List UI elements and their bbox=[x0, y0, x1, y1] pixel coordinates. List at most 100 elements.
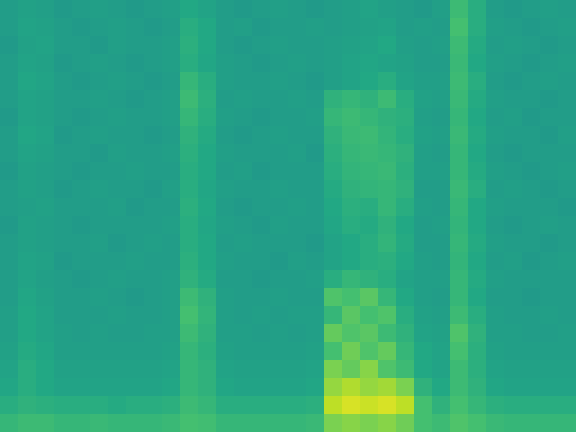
cell bbox=[144, 342, 163, 361]
cell bbox=[378, 360, 397, 379]
cell bbox=[234, 396, 253, 415]
cell bbox=[468, 36, 487, 55]
cell bbox=[468, 144, 487, 163]
cell bbox=[378, 396, 397, 415]
cell bbox=[324, 126, 343, 145]
cell bbox=[234, 180, 253, 199]
cell bbox=[180, 54, 199, 73]
cell bbox=[180, 90, 199, 109]
cell bbox=[558, 288, 576, 307]
cell bbox=[72, 216, 91, 235]
cell bbox=[18, 72, 37, 91]
cell bbox=[108, 378, 127, 397]
cell bbox=[378, 378, 397, 397]
cell bbox=[432, 54, 451, 73]
cell bbox=[198, 270, 217, 289]
cell bbox=[558, 252, 576, 271]
cell bbox=[252, 306, 271, 325]
cell bbox=[0, 36, 19, 55]
cell bbox=[306, 198, 325, 217]
cell bbox=[180, 0, 199, 19]
cell bbox=[216, 396, 235, 415]
cell bbox=[216, 0, 235, 19]
cell bbox=[234, 90, 253, 109]
cell bbox=[90, 126, 109, 145]
cell bbox=[504, 216, 523, 235]
cell bbox=[540, 360, 559, 379]
cell bbox=[504, 90, 523, 109]
cell bbox=[126, 342, 145, 361]
cell bbox=[450, 54, 469, 73]
cell bbox=[252, 288, 271, 307]
cell bbox=[558, 126, 576, 145]
cell bbox=[18, 108, 37, 127]
cell bbox=[288, 252, 307, 271]
cell bbox=[126, 198, 145, 217]
cell bbox=[0, 162, 19, 181]
cell bbox=[36, 54, 55, 73]
cell bbox=[90, 414, 109, 432]
cell bbox=[72, 54, 91, 73]
cell bbox=[306, 162, 325, 181]
cell bbox=[360, 72, 379, 91]
cell bbox=[432, 198, 451, 217]
cell bbox=[306, 252, 325, 271]
cell bbox=[198, 108, 217, 127]
cell bbox=[18, 36, 37, 55]
cell bbox=[54, 324, 73, 343]
cell bbox=[144, 72, 163, 91]
cell bbox=[126, 72, 145, 91]
cell bbox=[486, 360, 505, 379]
cell bbox=[360, 414, 379, 432]
cell bbox=[540, 378, 559, 397]
cell bbox=[486, 288, 505, 307]
cell bbox=[540, 396, 559, 415]
cell bbox=[36, 90, 55, 109]
cell bbox=[504, 414, 523, 432]
cell bbox=[162, 234, 181, 253]
cell bbox=[108, 342, 127, 361]
cell bbox=[72, 360, 91, 379]
cell bbox=[72, 306, 91, 325]
cell bbox=[108, 180, 127, 199]
cell bbox=[414, 252, 433, 271]
cell bbox=[396, 216, 415, 235]
cell bbox=[540, 144, 559, 163]
cell bbox=[450, 72, 469, 91]
cell bbox=[162, 144, 181, 163]
cell bbox=[180, 234, 199, 253]
cell bbox=[432, 378, 451, 397]
cell bbox=[162, 252, 181, 271]
cell bbox=[450, 126, 469, 145]
cell bbox=[288, 144, 307, 163]
cell bbox=[234, 252, 253, 271]
cell bbox=[72, 324, 91, 343]
cell bbox=[432, 180, 451, 199]
cell bbox=[558, 414, 576, 432]
cell bbox=[486, 72, 505, 91]
cell bbox=[450, 144, 469, 163]
cell bbox=[216, 234, 235, 253]
cell bbox=[270, 126, 289, 145]
cell bbox=[414, 324, 433, 343]
cell bbox=[504, 126, 523, 145]
cell bbox=[468, 0, 487, 19]
cell bbox=[18, 396, 37, 415]
cell bbox=[36, 108, 55, 127]
cell bbox=[144, 360, 163, 379]
cell bbox=[126, 252, 145, 271]
cell bbox=[396, 90, 415, 109]
cell bbox=[468, 162, 487, 181]
cell bbox=[558, 324, 576, 343]
cell bbox=[126, 216, 145, 235]
cell bbox=[18, 234, 37, 253]
cell bbox=[180, 324, 199, 343]
cell bbox=[306, 360, 325, 379]
cell bbox=[450, 18, 469, 37]
cell bbox=[144, 54, 163, 73]
cell bbox=[468, 90, 487, 109]
cell bbox=[396, 252, 415, 271]
cell bbox=[288, 288, 307, 307]
cell bbox=[540, 90, 559, 109]
cell bbox=[540, 252, 559, 271]
